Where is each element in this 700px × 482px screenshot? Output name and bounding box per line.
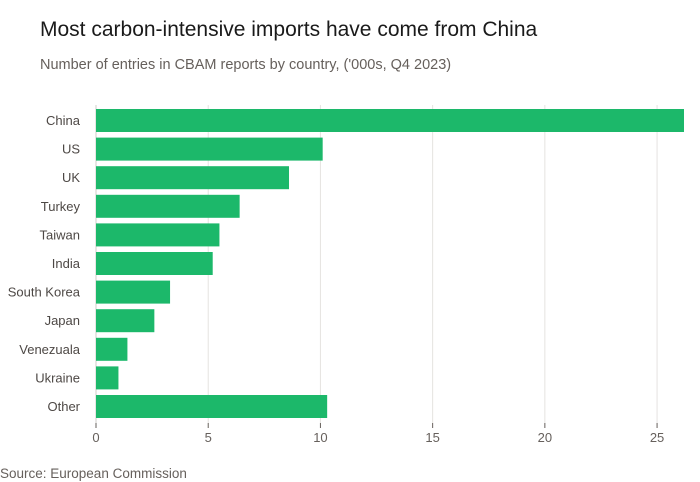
x-tick-label: 5 bbox=[205, 430, 212, 445]
category-label: India bbox=[52, 256, 81, 271]
bar-india bbox=[96, 252, 213, 275]
bar-china bbox=[96, 109, 684, 132]
category-label: China bbox=[46, 113, 81, 128]
category-label: Turkey bbox=[41, 199, 81, 214]
bar-turkey bbox=[96, 194, 240, 218]
x-tick-label: 0 bbox=[92, 430, 99, 445]
category-label: South Korea bbox=[8, 285, 81, 300]
x-tick-label: 20 bbox=[538, 430, 552, 445]
source-note: Source: European Commission bbox=[0, 466, 187, 481]
x-tick-label: 25 bbox=[650, 430, 664, 445]
category-label: UK bbox=[62, 170, 80, 185]
bar-chart: China US UK Turkey Taiwan India South Korea Jap… bbox=[8, 105, 684, 445]
bar-venezuala bbox=[96, 337, 128, 361]
bar-other bbox=[96, 395, 328, 418]
bar-japan bbox=[96, 309, 155, 333]
category-label: Japan bbox=[45, 313, 80, 328]
bar-south-korea bbox=[96, 280, 171, 304]
x-tick-label: 10 bbox=[313, 430, 327, 445]
category-labels: China US UK Turkey Taiwan India South Korea Jap… bbox=[8, 113, 81, 414]
category-label: US bbox=[62, 142, 80, 157]
bar-us bbox=[96, 137, 323, 161]
category-label: Venezuala bbox=[19, 342, 80, 357]
chart-subtitle: Number of entries in CBAM reports by cou… bbox=[40, 57, 452, 73]
x-axis-ticks: 0 5 10 15 20 25 bbox=[92, 423, 664, 445]
bar-uk bbox=[96, 166, 290, 190]
category-label: Taiwan bbox=[40, 227, 80, 242]
bar-ukraine bbox=[96, 366, 119, 390]
x-tick-label: 15 bbox=[425, 430, 439, 445]
chart-title: Most carbon-intensive imports have come … bbox=[40, 18, 538, 41]
bar-taiwan bbox=[96, 223, 220, 247]
bars bbox=[96, 109, 684, 418]
category-label: Other bbox=[47, 399, 80, 414]
category-label: Ukraine bbox=[35, 370, 80, 385]
